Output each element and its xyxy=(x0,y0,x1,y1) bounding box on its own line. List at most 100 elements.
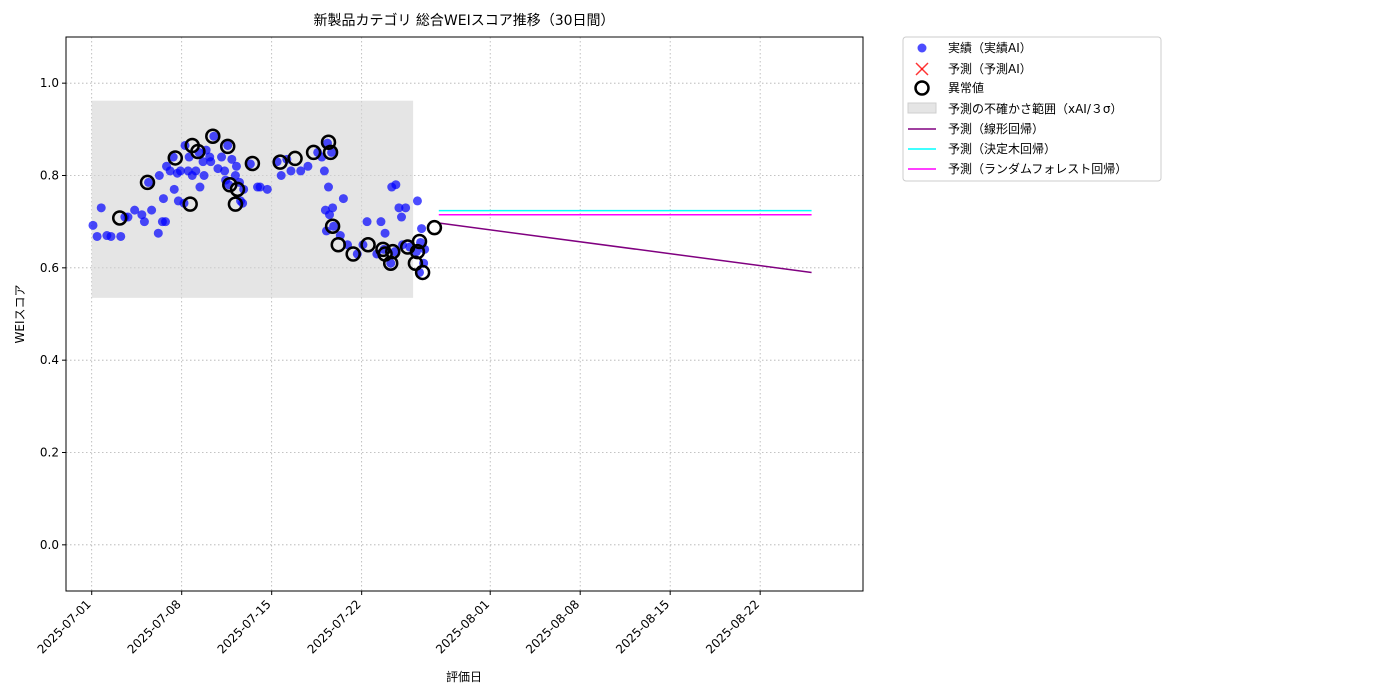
legend-actual-marker xyxy=(917,43,927,53)
legend: 実績（実績AI） 予測（予測AI） 異常値 予測の不確かさ範囲（xAI/３σ） … xyxy=(902,36,1162,182)
actual-point xyxy=(96,203,106,213)
legend-forest-label: 予測（ランダムフォレスト回帰） xyxy=(948,161,1127,176)
actual-point xyxy=(206,157,216,167)
x-tick-label: 2025-08-08 xyxy=(523,597,582,656)
actual-point xyxy=(262,184,272,194)
anomaly-marker xyxy=(287,150,303,167)
actual-point xyxy=(231,161,241,171)
actual-point xyxy=(92,231,102,241)
actual-point xyxy=(199,171,209,180)
actual-point xyxy=(323,182,333,192)
anomaly-markers xyxy=(111,128,443,281)
actual-point xyxy=(116,231,126,241)
anomaly-marker xyxy=(227,196,244,212)
actual-point xyxy=(276,171,286,180)
x-tick-label: 2025-08-22 xyxy=(703,597,762,656)
x-tick-label: 2025-08-15 xyxy=(613,597,672,656)
anomaly-marker xyxy=(409,243,426,260)
x-tick-label: 2025-07-08 xyxy=(125,597,184,656)
anomaly-marker xyxy=(320,134,337,151)
actual-point xyxy=(158,194,168,204)
anomaly-marker xyxy=(229,181,246,198)
legend-predicted-label: 予測（予測AI） xyxy=(948,62,1032,76)
actual-point xyxy=(157,217,167,227)
anomaly-marker xyxy=(411,233,428,250)
actual-point xyxy=(137,210,147,220)
anomaly-marker xyxy=(111,210,128,226)
actual-point xyxy=(338,194,348,204)
actual-point xyxy=(153,228,163,238)
prediction-lines xyxy=(438,209,812,274)
actual-point xyxy=(172,168,182,178)
actual-point xyxy=(255,182,265,192)
actual-point xyxy=(380,228,390,238)
x-axis: 2025-07-01 2025-07-08 2025-07-15 2025-07-22… xyxy=(35,591,762,656)
prediction-line-linear xyxy=(438,222,812,274)
y-axis: 0.0 0.2 0.4 0.6 0.8 1.0 xyxy=(40,76,66,552)
actual-point xyxy=(144,177,154,187)
anomaly-marker xyxy=(190,143,206,160)
actual-point xyxy=(165,166,175,176)
actual-point xyxy=(154,171,164,180)
plot-frame xyxy=(65,36,864,592)
actual-point xyxy=(319,166,329,176)
actual-point xyxy=(386,258,396,268)
anomaly-marker xyxy=(426,219,443,236)
anomaly-marker xyxy=(330,237,347,253)
actual-point xyxy=(362,217,372,227)
actual-point xyxy=(329,221,339,231)
x-tick-label: 2025-07-22 xyxy=(305,597,364,656)
y-tick-label: 0.6 xyxy=(40,261,59,275)
chart-title: 新製品カテゴリ 総合WEIスコア推移（30日間） xyxy=(313,12,614,29)
actual-point xyxy=(195,182,205,192)
actual-point xyxy=(417,224,427,234)
actual-point xyxy=(147,205,157,215)
actual-point xyxy=(245,159,255,169)
legend-linear-label: 予測（線形回帰） xyxy=(948,121,1044,136)
actual-point xyxy=(230,171,240,180)
actual-point xyxy=(227,154,237,164)
y-tick-label: 0.4 xyxy=(40,353,59,367)
actual-point xyxy=(209,131,219,141)
actual-point xyxy=(327,147,337,157)
anomaly-marker xyxy=(139,174,156,191)
actual-point xyxy=(106,231,116,241)
actual-point xyxy=(286,166,296,176)
anomaly-marker xyxy=(324,218,341,235)
legend-anomaly-label: 異常値 xyxy=(948,80,984,95)
y-tick-label: 0.0 xyxy=(40,538,59,552)
anomaly-marker xyxy=(360,237,376,253)
anomaly-marker xyxy=(345,246,361,262)
actual-point xyxy=(217,152,227,162)
anomaly-marker xyxy=(322,144,339,161)
x-tick-label: 2025-08-01 xyxy=(433,597,492,656)
anomaly-marker xyxy=(167,150,184,166)
actual-point xyxy=(325,210,335,220)
actual-point xyxy=(139,217,149,227)
actual-point xyxy=(401,203,411,213)
y-tick-label: 0.2 xyxy=(40,446,59,460)
anomaly-marker xyxy=(205,128,221,145)
anomaly-marker xyxy=(182,196,198,212)
actual-point xyxy=(296,166,306,176)
anomaly-marker xyxy=(272,154,288,170)
y-tick-label: 0.8 xyxy=(40,169,59,183)
actual-point xyxy=(394,203,404,213)
actual-point xyxy=(191,166,201,176)
legend-anomaly-marker xyxy=(914,80,930,96)
actual-point xyxy=(169,184,179,194)
legend-tree-label: 予測（決定木回帰） xyxy=(948,141,1056,156)
actual-point xyxy=(198,157,208,167)
anomaly-marker xyxy=(305,144,322,161)
uncertainty-band xyxy=(91,100,414,298)
actual-point xyxy=(220,166,230,176)
x-axis-title: 評価日 xyxy=(446,669,482,684)
anomaly-marker xyxy=(222,176,238,193)
x-tick-label: 2025-07-15 xyxy=(215,597,274,656)
actual-point xyxy=(328,203,338,213)
anomaly-marker xyxy=(385,243,401,260)
legend-box xyxy=(902,36,1162,182)
actual-point xyxy=(130,205,140,215)
x-tick-label: 2025-07-01 xyxy=(35,597,94,656)
